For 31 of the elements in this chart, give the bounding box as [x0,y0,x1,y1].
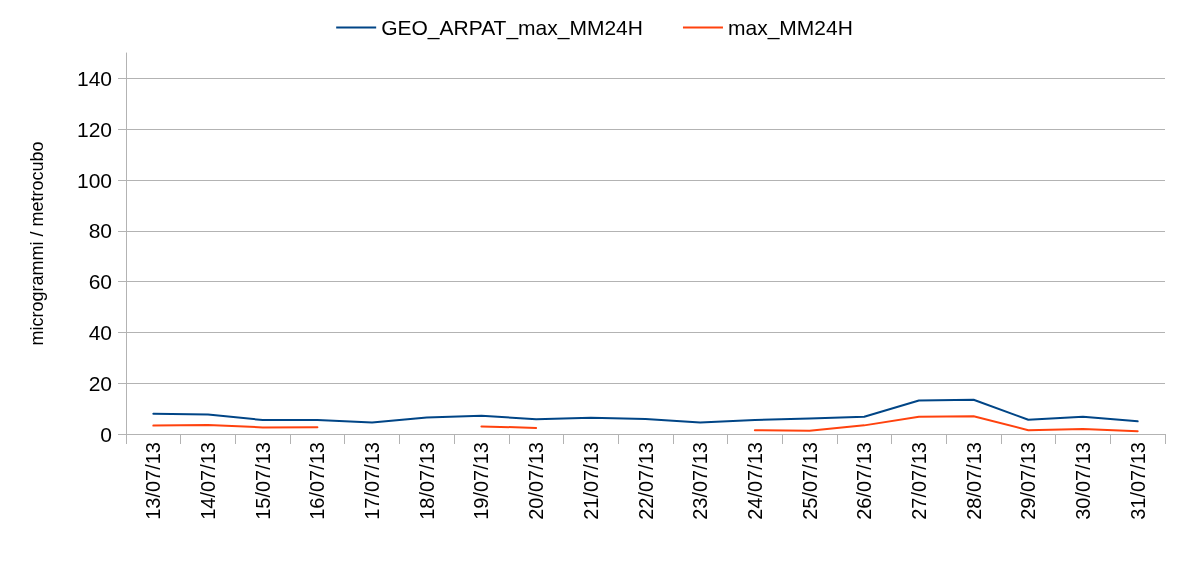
x-tick-label: 29/07/13 [1017,442,1040,520]
x-tick-label: 20/07/13 [525,442,548,520]
y-tick-label: 140 [76,66,112,90]
y-axis-title: microgrammi / metrocubo [27,141,47,346]
x-tick-label: 18/07/13 [415,442,438,520]
x-tick-label: 23/07/13 [689,442,712,520]
x-tick-label: 15/07/13 [251,442,274,520]
x-tick-label: 17/07/13 [361,442,384,520]
y-tick-label: 20 [88,371,112,395]
legend-label: max_MM24H [727,16,853,40]
y-tick-label: 100 [76,168,112,192]
x-tick-label: 28/07/13 [962,442,985,520]
x-tick-label: 14/07/13 [197,442,220,520]
x-tick-label: 13/07/13 [142,442,165,520]
x-tick-label: 24/07/13 [743,442,766,520]
y-tick-label: 80 [88,219,112,243]
y-tick-label: 40 [88,320,112,344]
y-tick-label: 0 [100,422,112,446]
legend-label: GEO_ARPAT_max_MM24H [381,16,643,40]
x-tick-label: 30/07/13 [1071,442,1094,520]
x-tick-label: 21/07/13 [579,442,602,520]
x-tick-label: 27/07/13 [907,442,930,520]
y-tick-label: 120 [76,117,112,141]
x-tick-label: 16/07/13 [306,442,329,520]
x-tick-label: 25/07/13 [798,442,821,520]
y-tick-label: 60 [88,270,112,294]
line-series [152,398,1139,424]
x-tick-label: 22/07/13 [634,442,657,520]
x-tick-label: 31/07/13 [1126,442,1149,520]
x-tick-label: 26/07/13 [853,442,876,520]
x-tick-label: 19/07/13 [470,442,493,520]
